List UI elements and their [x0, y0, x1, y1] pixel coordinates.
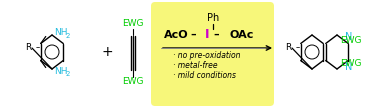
Text: 2: 2: [66, 71, 70, 78]
Text: · metal-free: · metal-free: [173, 61, 218, 71]
Text: OAc: OAc: [230, 30, 254, 40]
Text: 2: 2: [66, 33, 70, 38]
Text: R: R: [285, 44, 291, 52]
Text: N: N: [345, 32, 352, 41]
Text: N: N: [345, 63, 352, 72]
Text: EWG: EWG: [340, 36, 361, 45]
Text: –: –: [36, 44, 40, 52]
Text: R: R: [25, 44, 31, 52]
Text: Ph: Ph: [207, 13, 219, 23]
Text: –: –: [213, 30, 219, 40]
Text: · no pre-oxidation: · no pre-oxidation: [173, 52, 240, 60]
Text: –: –: [190, 30, 196, 40]
Text: +: +: [101, 45, 113, 59]
Text: · mild conditions: · mild conditions: [173, 71, 236, 80]
FancyBboxPatch shape: [151, 2, 274, 106]
Text: I: I: [205, 29, 209, 41]
Text: EWG: EWG: [122, 20, 144, 29]
Text: NH: NH: [54, 28, 67, 37]
Text: EWG: EWG: [122, 78, 144, 87]
Text: EWG: EWG: [340, 59, 361, 68]
Text: AcO: AcO: [164, 30, 189, 40]
Text: NH: NH: [54, 67, 67, 76]
Text: –: –: [296, 44, 300, 52]
